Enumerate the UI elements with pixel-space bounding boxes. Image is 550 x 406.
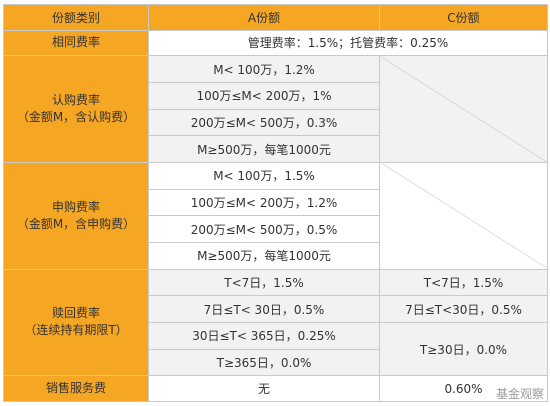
purchase-row: 100万≤M< 200万，1.2% xyxy=(4,188,548,217)
redemption-row: 30日≤T< 365日，0.25% T≥30日，0.0% xyxy=(4,321,548,377)
header-class-c: C份额 xyxy=(379,4,548,31)
purchase-row: M≥500万，每笔1000元 xyxy=(4,241,548,270)
subscription-tier-4: M≥500万，每笔1000元 xyxy=(148,135,380,163)
common-fee-value: 管理费率：1.5%；托管费率：0.25% xyxy=(148,29,548,57)
subscription-row: 200万≤M< 500万，0.3% xyxy=(4,108,548,137)
sales-service-row: 销售服务费 无 0.60% xyxy=(3,375,548,402)
purchase-label-line2: （金额M，含申购费） xyxy=(16,216,136,231)
sales-service-a-value: 无 xyxy=(148,375,380,402)
redemption-a-tier-3: 30日≤T< 365日，0.25% xyxy=(148,321,380,350)
common-fee-label: 相同费率 xyxy=(3,29,149,57)
redemption-row: 赎回费率 （连续持有期限T） T<7日，1.5% T<7日，1.5% xyxy=(3,268,548,377)
subscription-class-c-empty xyxy=(379,55,548,163)
subscription-tier-1: M< 100万，1.2% xyxy=(148,55,380,83)
subscription-label-line2: （金额M，含认购费） xyxy=(16,110,136,125)
redemption-c-tier-3: T≥30日，0.0% xyxy=(379,321,548,377)
purchase-row: 200万≤M< 500万，0.5% xyxy=(4,215,548,243)
purchase-row: 申购费率 （金额M，含申购费） M< 100万，1.5% xyxy=(3,161,548,270)
header-row: 份额类别 A份额 C份额 xyxy=(3,4,548,31)
purchase-tier-1: M< 100万，1.5% xyxy=(148,161,380,190)
subscription-label-line1: 认购费率 xyxy=(51,93,100,108)
common-fee-row: 相同费率 管理费率：1.5%；托管费率：0.25% xyxy=(3,29,548,57)
redemption-a-tier-4: T≥365日，0.0% xyxy=(148,348,380,377)
subscription-tier-3: 200万≤M< 500万，0.3% xyxy=(148,108,380,137)
redemption-row: T≥365日，0.0% xyxy=(4,348,548,377)
header-class-a: A份额 xyxy=(148,4,380,31)
purchase-class-c-empty xyxy=(379,161,548,270)
subscription-row: 认购费率 （金额M，含认购费） M< 100万，1.2% xyxy=(3,55,548,163)
redemption-c-tier-1: T<7日，1.5% xyxy=(379,268,548,297)
purchase-tier-4: M≥500万，每笔1000元 xyxy=(148,241,380,270)
redemption-a-tier-1: T<7日，1.5% xyxy=(148,268,380,297)
redemption-label: 赎回费率 （连续持有期限T） xyxy=(3,268,149,377)
subscription-row: 100万≤M< 200万，1% xyxy=(4,81,548,110)
purchase-label-line1: 申购费率 xyxy=(51,199,100,214)
purchase-label: 申购费率 （金额M，含申购费） xyxy=(3,161,149,270)
watermark: 基金观察 xyxy=(495,387,544,401)
subscription-label: 认购费率 （金额M，含认购费） xyxy=(3,55,149,163)
redemption-c-tier-2: 7日≤T<30日，0.5% xyxy=(379,295,548,323)
fee-table: 份额类别 A份额 C份额 相同费率 管理费率：1.5%；托管费率：0.25% 认… xyxy=(3,4,548,402)
sales-service-label: 销售服务费 xyxy=(3,375,149,402)
sales-service-c-value: 0.60% xyxy=(379,375,548,402)
purchase-tier-2: 100万≤M< 200万，1.2% xyxy=(148,188,380,217)
header-category: 份额类别 xyxy=(3,4,149,31)
redemption-row: 7日≤T< 30日，0.5% 7日≤T<30日，0.5% xyxy=(4,295,548,323)
redemption-a-tier-2: 7日≤T< 30日，0.5% xyxy=(148,295,380,323)
purchase-tier-3: 200万≤M< 500万，0.5% xyxy=(148,215,380,243)
redemption-label-line2: （连续持有期限T） xyxy=(24,323,128,338)
subscription-tier-2: 100万≤M< 200万，1% xyxy=(148,81,380,110)
redemption-label-line1: 赎回费率 xyxy=(51,306,100,321)
